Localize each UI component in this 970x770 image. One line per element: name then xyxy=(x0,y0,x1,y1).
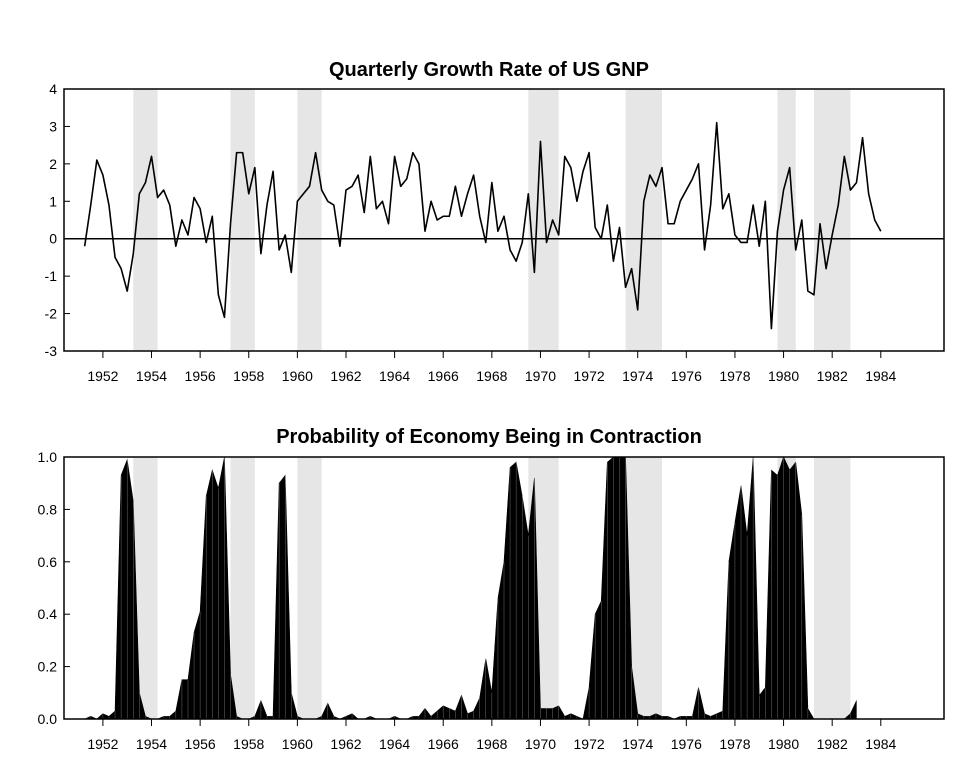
chart2-recession-band-3 xyxy=(297,457,322,719)
chart2-x-tick-label: 1978 xyxy=(719,736,750,752)
chart2-recession-band-7 xyxy=(813,457,851,719)
chart1-x-tick-label: 1964 xyxy=(379,368,410,384)
chart1-x-tick-label: 1978 xyxy=(719,368,750,384)
chart1-y-tick-label: 0 xyxy=(49,231,57,247)
chart1-x-tick-label: 1962 xyxy=(330,368,361,384)
chart2-title: Probability of Economy Being in Contract… xyxy=(276,426,702,448)
chart2-recession-band-2 xyxy=(230,457,255,719)
chart2-x-tick-label: 1982 xyxy=(817,736,848,752)
chart1-y-tick-label: -2 xyxy=(45,306,58,322)
chart1-recession-band-7 xyxy=(813,89,851,351)
chart2-y-tick-label: 0.2 xyxy=(38,659,58,675)
chart1-recession-band-5 xyxy=(625,89,663,351)
chart1-x-tick-label: 1958 xyxy=(233,368,264,384)
chart1-y-tick-label: -1 xyxy=(45,268,58,284)
chart1-recession-band-3 xyxy=(297,89,322,351)
chart1-x-tick-label: 1956 xyxy=(185,368,216,384)
chart2-y-tick-label: 0.6 xyxy=(38,554,58,570)
chart1-y-tick-label: 1 xyxy=(49,193,57,209)
chart2-x-tick-label: 1966 xyxy=(428,736,459,752)
chart1-y-tick-label: 3 xyxy=(49,118,57,134)
chart1-x-tick-label: 1984 xyxy=(865,368,896,384)
chart2-y-tick-label: 0.4 xyxy=(38,606,58,622)
chart1-y-tick-label: -3 xyxy=(45,343,58,359)
chart1-x-tick-label: 1970 xyxy=(525,368,556,384)
chart2-plot-frame xyxy=(63,456,945,720)
chart2-x-tick-label: 1984 xyxy=(865,736,896,752)
chart2-x-tick-label: 1972 xyxy=(574,736,605,752)
chart1-y-tick-label: 2 xyxy=(49,156,57,172)
chart2-x-tick-label: 1974 xyxy=(622,736,653,752)
chart1-x-tick-label: 1972 xyxy=(574,368,605,384)
chart2-x-tick-label: 1958 xyxy=(233,736,264,752)
chart1-plot-frame xyxy=(63,88,945,352)
chart1-plot: -3 -2 -1 0 1 2 3 4 1952 1954 1956 1958 1960 1962 1964 1… xyxy=(45,81,945,384)
chart2-x-tick-label: 1968 xyxy=(476,736,507,752)
chart2-y-tick-label: 1.0 xyxy=(38,449,58,465)
chart2-x-tick-label: 1960 xyxy=(282,736,313,752)
chart2-x-tick-label: 1964 xyxy=(379,736,410,752)
chart2-x-tick-label: 1952 xyxy=(87,736,118,752)
chart1-x-tick-label: 1980 xyxy=(768,368,799,384)
chart2-x-tick-label: 1956 xyxy=(185,736,216,752)
chart2-x-tick-label: 1976 xyxy=(671,736,702,752)
chart2-y-tick-label: 0.8 xyxy=(38,501,58,517)
chart1-title: Quarterly Growth Rate of US GNP xyxy=(329,59,649,81)
chart1-x-tick-label: 1976 xyxy=(671,368,702,384)
chart1-recession-band-2 xyxy=(230,89,255,351)
chart1-x-tick-label: 1968 xyxy=(476,368,507,384)
chart2-x-tick-label: 1962 xyxy=(330,736,361,752)
chart1-x-tick-label: 1982 xyxy=(817,368,848,384)
chart1-x-tick-label: 1966 xyxy=(428,368,459,384)
chart1-x-tick-label: 1954 xyxy=(136,368,167,384)
chart1-x-tick-label: 1952 xyxy=(87,368,118,384)
chart2-x-tick-label: 1970 xyxy=(525,736,556,752)
chart1-recession-band-4 xyxy=(528,89,559,351)
chart1-y-tick-label: 4 xyxy=(49,81,57,97)
chart1-x-tick-label: 1960 xyxy=(282,368,313,384)
chart2-y-tick-label: 0.0 xyxy=(38,711,58,727)
chart1-recession-band-6 xyxy=(777,89,796,351)
chart2-x-tick-label: 1954 xyxy=(136,736,167,752)
chart1-x-tick-label: 1974 xyxy=(622,368,653,384)
chart1-series-line xyxy=(83,121,882,330)
chart2-x-tick-label: 1980 xyxy=(768,736,799,752)
chart2-probability-area xyxy=(84,456,857,720)
chart2-plot: 0.0 0.2 0.4 0.6 0.8 1.0 1952 1954 1956 1958 1960 19… xyxy=(38,449,945,752)
